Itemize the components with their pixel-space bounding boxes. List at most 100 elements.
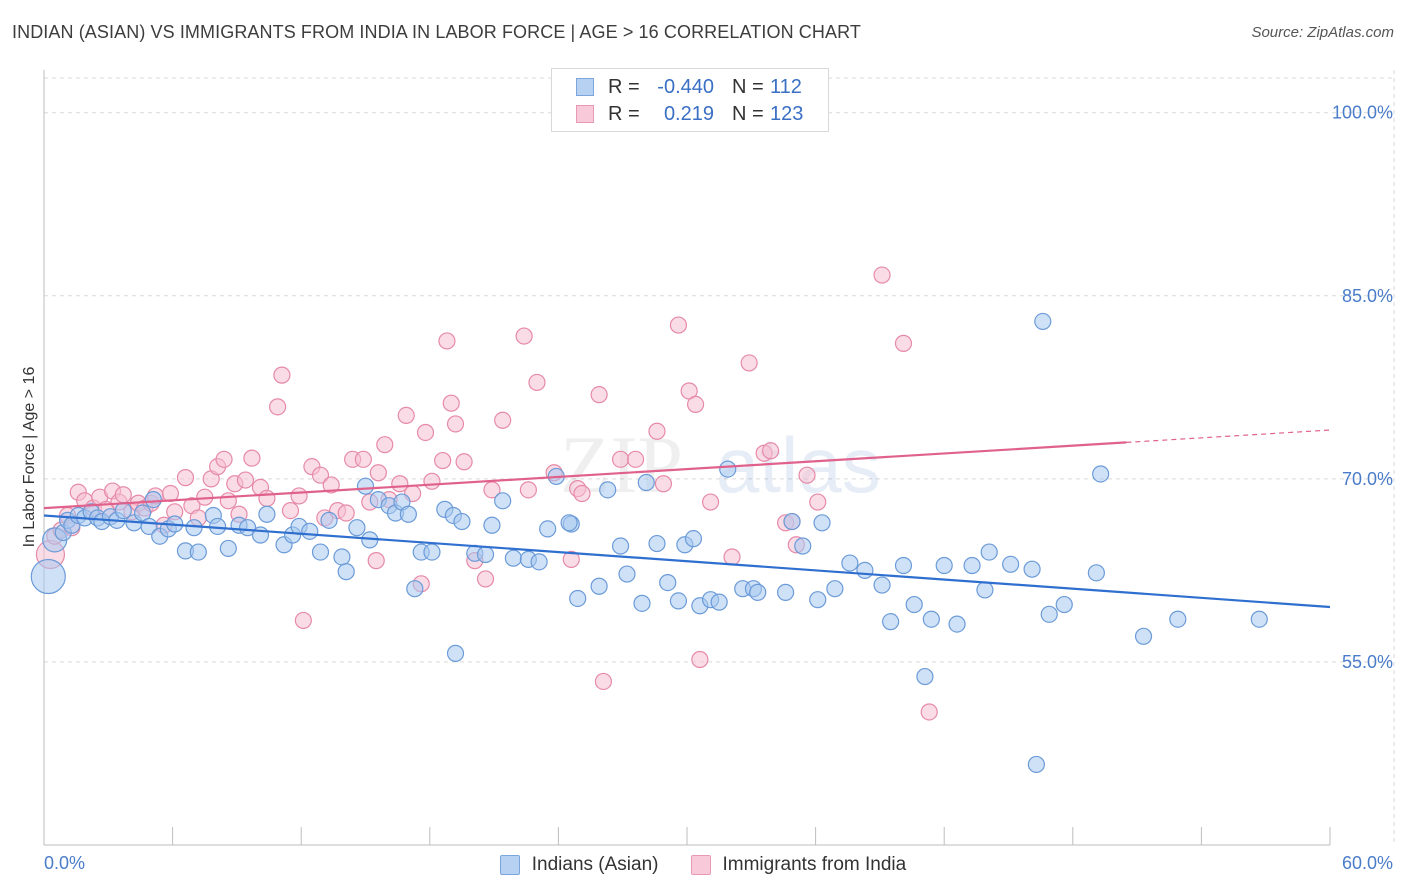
blue-point [1034, 312, 1052, 331]
blue-point [301, 522, 319, 540]
pink-point [281, 501, 300, 520]
legend-swatch-pink [576, 105, 594, 123]
series-indians-asian [30, 312, 1268, 774]
pink-point [337, 504, 355, 522]
blue-point [948, 615, 966, 633]
blue-point [1040, 605, 1058, 623]
pink-point [686, 395, 705, 414]
pink-point [761, 442, 780, 460]
blue-point [30, 558, 66, 595]
pink-point [476, 570, 495, 588]
pink-point [243, 449, 261, 467]
pink-point [740, 354, 758, 372]
pink-point [519, 481, 537, 499]
blue-point [719, 460, 737, 478]
blue-point [1023, 560, 1041, 578]
blue-point [539, 520, 557, 538]
blue-point [258, 505, 276, 523]
blue-point [337, 563, 355, 581]
chart-title: INDIAN (ASIAN) VS IMMIGRANTS FROM INDIA … [12, 22, 861, 42]
trend-line-indians [43, 514, 1331, 609]
blue-point [783, 512, 801, 531]
blue-point [144, 491, 162, 509]
legend-swatch-blue [576, 78, 594, 96]
blue-point [916, 667, 934, 686]
blue-point [976, 581, 994, 599]
blue-point [476, 545, 495, 564]
blue-point [935, 556, 953, 575]
blue-point [239, 519, 257, 537]
pink-point [273, 366, 291, 384]
axes [43, 70, 1331, 846]
pink-point [176, 469, 195, 487]
blue-point [813, 514, 831, 532]
series-legend: Indians (Asian) Immigrants from India [0, 852, 1406, 878]
blue-point [185, 519, 203, 537]
pink-point [369, 464, 387, 482]
blue-point [637, 473, 655, 492]
legend-r-value: -0.440 [657, 75, 714, 98]
pink-point [873, 266, 891, 284]
blue-point [333, 548, 351, 566]
pink-point [701, 493, 720, 511]
x-tick-label: 0.0% [44, 853, 85, 873]
pink-point [219, 492, 237, 510]
blue-point [648, 534, 666, 553]
blue-point [684, 530, 703, 548]
blue-point [669, 592, 688, 610]
pink-point [594, 672, 613, 691]
pink-point [455, 453, 473, 471]
chart-source: Source: ZipAtlas.com [1251, 24, 1394, 41]
x-tick-label: 60.0% [1342, 853, 1393, 873]
blue-point [1250, 610, 1268, 628]
pink-point [809, 493, 827, 511]
legend-row-immigrants: R = 0.219 N = 123 [576, 102, 803, 126]
pink-point [114, 486, 132, 504]
blue-point [1134, 627, 1153, 645]
blue-point [618, 565, 636, 583]
pink-point [798, 466, 816, 484]
pink-point [669, 316, 688, 334]
legend-r-label: R = [608, 75, 640, 98]
blue-point [406, 580, 424, 598]
blue-point [659, 573, 677, 592]
pink-point [442, 394, 460, 412]
legend-row-indians: R = -0.440 N = 112 [576, 75, 802, 99]
legend-item-indians: Indians (Asian) [499, 854, 659, 876]
blue-point [882, 613, 900, 631]
pink-point [494, 411, 512, 429]
trend-line-immigrants-extension [1126, 429, 1331, 444]
blue-point [356, 477, 375, 495]
pink-point [354, 450, 372, 468]
blue-point [483, 516, 501, 534]
pink-point [626, 450, 645, 468]
tick-labels: 100.0% 85.0% 70.0% 55.0% 0.0% 60.0% [44, 103, 1393, 873]
blue-point [1027, 755, 1045, 774]
legend-n-label: N = [732, 75, 764, 98]
blue-point [856, 561, 874, 579]
pink-point [691, 650, 709, 669]
blue-point [530, 553, 548, 571]
pink-point [322, 476, 340, 494]
pink-point [654, 475, 673, 493]
blue-point [399, 505, 417, 523]
legend-n-label: N = [732, 102, 764, 125]
pink-point [562, 550, 580, 569]
pink-point [269, 398, 287, 416]
y-axis-label: In Labor Force | Age > 16 [21, 367, 38, 548]
legend-n-value: 123 [770, 102, 804, 125]
blue-point [1087, 564, 1105, 582]
pink-point [416, 423, 435, 442]
blue-point [841, 554, 859, 572]
legend-item-immigrants: Immigrants from India [690, 854, 906, 876]
pink-point [573, 484, 591, 503]
pink-point [397, 406, 415, 424]
pink-point [215, 450, 233, 468]
blue-point [504, 549, 522, 567]
blue-point [189, 543, 207, 561]
legend-n-value: 112 [770, 75, 802, 98]
blue-point [710, 593, 728, 611]
blue-point [446, 644, 465, 662]
blue-point [905, 595, 923, 614]
